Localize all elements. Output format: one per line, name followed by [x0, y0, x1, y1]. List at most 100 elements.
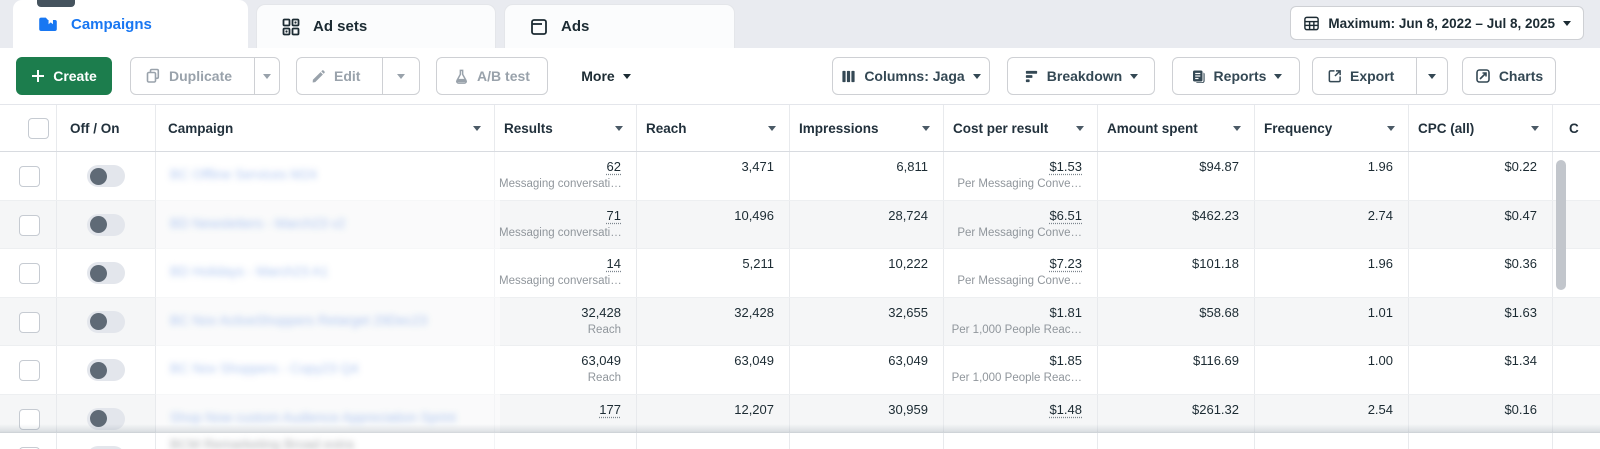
grid-icon	[281, 17, 301, 37]
reach-value: 10,496	[734, 207, 774, 223]
breakdown-button[interactable]: Breakdown	[1007, 57, 1155, 95]
cost-per-result-cell: $1.81 Per 1,000 People Reac…	[944, 297, 1098, 345]
campaign-name-redacted[interactable]: BC Offline Services M24	[170, 167, 317, 182]
results-cell: 177	[495, 394, 637, 432]
duplicate-button[interactable]: Duplicate	[131, 58, 246, 94]
tab-ad-sets[interactable]: Ad sets	[256, 4, 496, 48]
header-impressions[interactable]: Impressions	[790, 105, 944, 151]
table-row: BC Nov ActiveShoppers Retarget 29Dec23 3…	[0, 297, 1600, 346]
folder-icon	[37, 13, 59, 35]
campaign-toggle-off[interactable]	[87, 310, 125, 333]
row-select-cell	[0, 152, 57, 200]
export-dropdown[interactable]	[1416, 58, 1447, 94]
campaign-toggle-off[interactable]	[87, 359, 125, 381]
campaign-name-redacted[interactable]: BD Holidays - March23 A1	[170, 264, 329, 279]
results-value: 63,049	[581, 353, 621, 368]
results-type: Messaging conversati…	[499, 275, 622, 287]
sort-caret-icon[interactable]	[922, 125, 930, 131]
reach-cell: 3,471	[637, 152, 790, 200]
campaign-name-redacted[interactable]: BC Nov Shoppers - Copy23 Q4	[170, 361, 359, 376]
campaign-name-redacted[interactable]: BCM Remarketing Broad extra	[170, 437, 354, 449]
tab-bar: Campaigns Ad sets Ads	[0, 0, 1600, 48]
export-button[interactable]: Export	[1313, 58, 1408, 94]
results-value: 177	[599, 401, 621, 417]
header-reach[interactable]: Reach	[637, 105, 790, 151]
sort-caret-icon[interactable]	[473, 125, 481, 131]
campaign-toggle-off[interactable]	[87, 165, 125, 187]
columns-button[interactable]: Columns: Jaga	[832, 57, 990, 95]
impressions-cell: 28,724	[790, 200, 944, 248]
sort-caret-icon[interactable]	[1076, 125, 1084, 131]
charts-label: Charts	[1498, 68, 1544, 84]
vertical-scrollbar[interactable]	[1556, 160, 1566, 290]
ab-test-button[interactable]: A/B test	[436, 57, 548, 95]
frequency-value: 1.96	[1367, 256, 1393, 271]
cost-per-result-cell: $1.48	[944, 394, 1098, 432]
header-frequency[interactable]: Frequency	[1255, 105, 1409, 151]
cpc-cell: $0.16	[1409, 394, 1553, 432]
tab-ads[interactable]: Ads	[504, 4, 735, 48]
duplicate-dropdown[interactable]	[254, 58, 279, 94]
cpc-cell: $0.22	[1409, 152, 1553, 200]
row-checkbox[interactable]	[19, 263, 40, 284]
reach-value: 32,428	[734, 304, 774, 320]
reports-button[interactable]: Reports	[1172, 57, 1300, 95]
tab-campaigns[interactable]: Campaigns	[13, 0, 248, 48]
row-checkbox[interactable]	[19, 360, 40, 381]
select-all-checkbox[interactable]	[28, 117, 49, 139]
results-type: Messaging conversati…	[499, 178, 622, 190]
header-cpc-all[interactable]: CPC (all)	[1409, 105, 1553, 151]
impressions-value: 30,959	[888, 401, 928, 417]
row-checkbox[interactable]	[19, 166, 40, 187]
campaign-cell: BD Newsletters - March23 v2	[156, 200, 495, 248]
amount-spent-cell	[1098, 433, 1255, 449]
header-results[interactable]: Results	[495, 105, 637, 151]
campaign-name-redacted[interactable]: BC Nov ActiveShoppers Retarget 29Dec23	[170, 312, 428, 328]
toggle-knob	[90, 313, 107, 330]
header-cost-per-result[interactable]: Cost per result	[944, 105, 1098, 151]
chevron-down-icon	[622, 73, 631, 79]
date-range-button[interactable]: Maximum: Jun 8, 2022 – Jul 8, 2025	[1290, 6, 1584, 40]
campaign-toggle-off[interactable]	[87, 262, 125, 284]
reach-value: 5,211	[742, 256, 774, 271]
row-checkbox[interactable]	[19, 214, 40, 236]
edit-dropdown[interactable]	[382, 58, 419, 94]
edit-button[interactable]: Edit	[297, 58, 374, 94]
cost-per-result-cell	[944, 433, 1098, 449]
cpc-cell: $1.34	[1409, 346, 1553, 394]
sort-caret-icon[interactable]	[615, 125, 623, 131]
duplicate-button-group: Duplicate	[130, 57, 280, 95]
header-amount-spent[interactable]: Amount spent	[1098, 105, 1255, 151]
header-partial: C	[1569, 120, 1579, 136]
more-button[interactable]: More	[566, 57, 646, 95]
create-button[interactable]: Create	[16, 57, 112, 95]
columns-label: Columns: Jaga	[864, 68, 965, 84]
sort-caret-icon[interactable]	[1387, 125, 1395, 131]
date-range-label: Maximum: Jun 8, 2022 – Jul 8, 2025	[1328, 15, 1555, 31]
row-checkbox[interactable]	[19, 408, 40, 430]
reach-cell	[637, 433, 790, 449]
results-cell: 62 Messaging conversati…	[495, 152, 637, 200]
tab-label: Ad sets	[313, 18, 368, 35]
plus-icon	[31, 69, 45, 83]
sort-caret-icon[interactable]	[1531, 125, 1539, 131]
campaign-name-redacted[interactable]: Shop Now custom Audience Appreciation Sp…	[170, 409, 456, 425]
campaign-toggle-off[interactable]	[87, 407, 125, 430]
sort-caret-icon[interactable]	[768, 125, 776, 131]
campaign-cell: BD Holidays - March23 A1	[156, 249, 495, 297]
frequency-cell: 1.00	[1255, 346, 1409, 394]
impressions-value: 28,724	[888, 207, 928, 223]
sort-caret-icon[interactable]	[1233, 125, 1241, 131]
header-campaign[interactable]: Campaign	[156, 105, 495, 151]
frequency-cell: 1.96	[1255, 249, 1409, 297]
impressions-cell: 10,222	[790, 249, 944, 297]
campaign-toggle-off[interactable]	[87, 213, 125, 236]
charts-button[interactable]: Charts	[1462, 57, 1556, 95]
duplicate-icon	[145, 68, 161, 84]
frequency-cell: 2.54	[1255, 394, 1409, 432]
cpc-cell: $0.36	[1409, 249, 1553, 297]
row-checkbox[interactable]	[19, 311, 40, 333]
frequency-cell: 1.96	[1255, 152, 1409, 200]
cost-per-result-cell: $1.53 Per Messaging Conve…	[944, 152, 1098, 200]
campaign-name-redacted[interactable]: BD Newsletters - March23 v2	[170, 215, 346, 231]
